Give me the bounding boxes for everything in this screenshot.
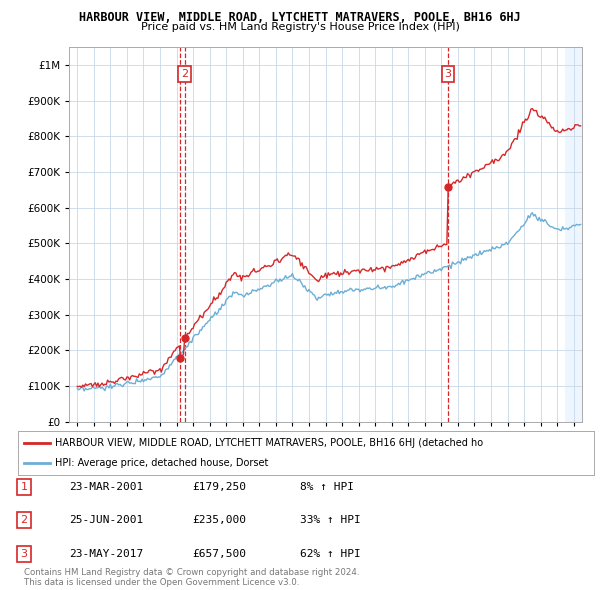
Text: 23-MAY-2017: 23-MAY-2017: [69, 549, 143, 559]
Text: HARBOUR VIEW, MIDDLE ROAD, LYTCHETT MATRAVERS, POOLE, BH16 6HJ (detached ho: HARBOUR VIEW, MIDDLE ROAD, LYTCHETT MATR…: [55, 438, 484, 448]
Text: 25-JUN-2001: 25-JUN-2001: [69, 516, 143, 525]
Text: Contains HM Land Registry data © Crown copyright and database right 2024.
This d: Contains HM Land Registry data © Crown c…: [24, 568, 359, 587]
Bar: [565, 47, 582, 422]
Text: 33% ↑ HPI: 33% ↑ HPI: [300, 516, 361, 525]
Text: 62% ↑ HPI: 62% ↑ HPI: [300, 549, 361, 559]
Text: £235,000: £235,000: [192, 516, 246, 525]
Text: 8% ↑ HPI: 8% ↑ HPI: [300, 482, 354, 491]
Text: 1: 1: [20, 482, 28, 491]
Text: HARBOUR VIEW, MIDDLE ROAD, LYTCHETT MATRAVERS, POOLE, BH16 6HJ: HARBOUR VIEW, MIDDLE ROAD, LYTCHETT MATR…: [79, 11, 521, 24]
Text: Price paid vs. HM Land Registry's House Price Index (HPI): Price paid vs. HM Land Registry's House …: [140, 22, 460, 32]
Text: 23-MAR-2001: 23-MAR-2001: [69, 482, 143, 491]
Text: 3: 3: [444, 69, 451, 79]
Text: HPI: Average price, detached house, Dorset: HPI: Average price, detached house, Dors…: [55, 458, 269, 468]
Text: 2: 2: [20, 516, 28, 525]
Text: £657,500: £657,500: [192, 549, 246, 559]
Text: £179,250: £179,250: [192, 482, 246, 491]
Text: 2: 2: [181, 69, 188, 79]
Text: 3: 3: [20, 549, 28, 559]
